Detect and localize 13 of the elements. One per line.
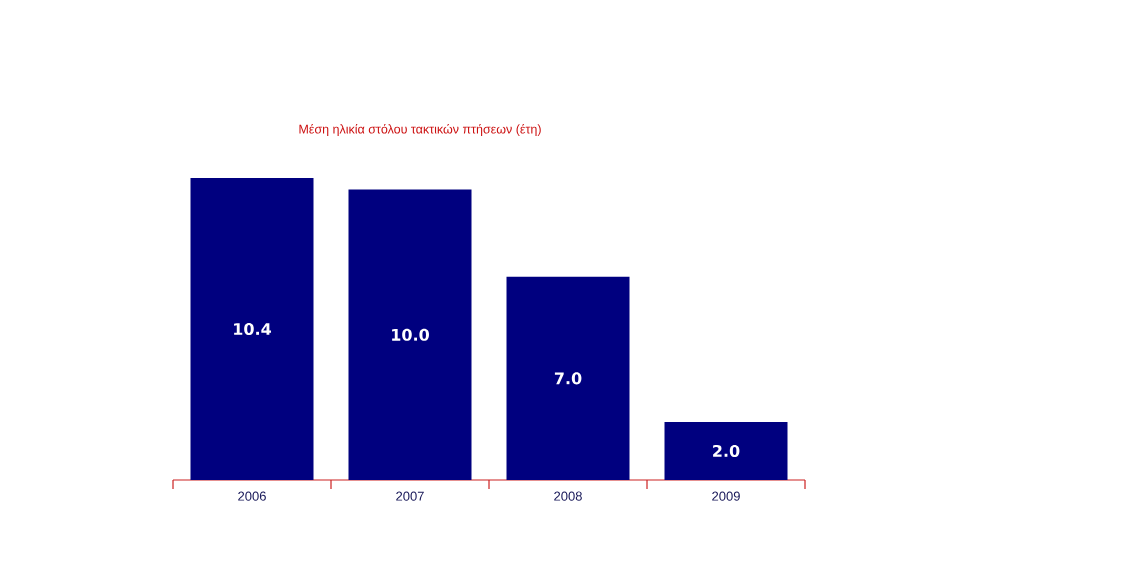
data-label: 2.0 [713, 444, 740, 457]
bar [506, 276, 630, 480]
chart-title: Μέση ηλικία στόλου τακτικών πτήσεων (έτη) [299, 124, 541, 136]
x-tick-label: 2008 [554, 491, 582, 501]
data-label: 10.4 [234, 322, 272, 336]
x-tick-label: 2006 [238, 491, 266, 501]
bar [348, 189, 472, 480]
x-tick-label: 2009 [712, 491, 740, 501]
bar [190, 177, 314, 480]
x-tick-label: 2007 [396, 491, 424, 501]
bar [664, 421, 788, 480]
data-label: 10.0 [392, 328, 429, 341]
data-label: 7.0 [554, 372, 582, 385]
